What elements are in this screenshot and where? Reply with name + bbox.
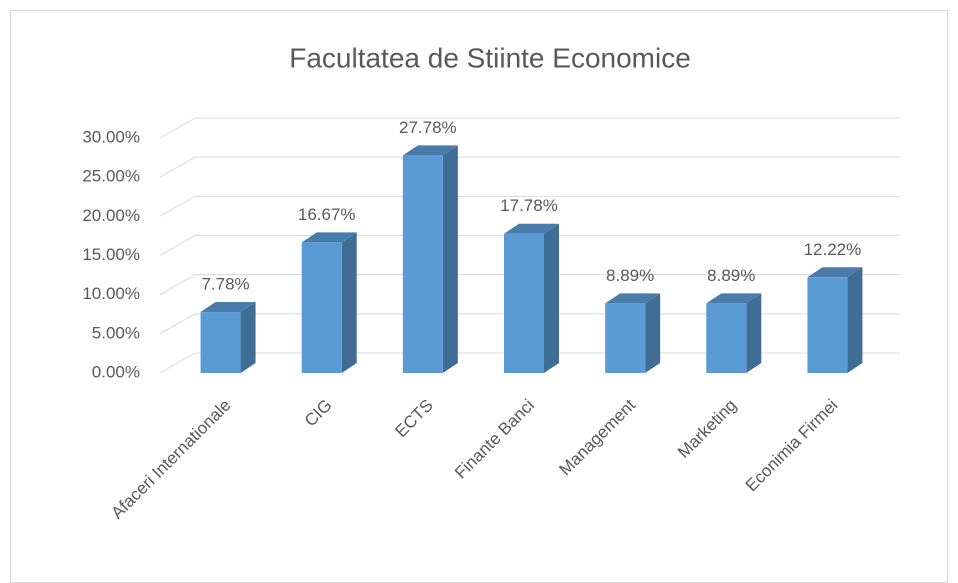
grid-line <box>159 274 900 296</box>
bar-side <box>442 145 458 373</box>
grid-line <box>159 156 900 178</box>
data-label: 27.78% <box>399 118 457 137</box>
bar <box>402 155 443 373</box>
chart-title: Facultatea de Stiinte Economice <box>289 42 691 73</box>
bar-top <box>807 267 863 278</box>
bar <box>200 312 241 373</box>
grid-line <box>159 117 900 139</box>
y-tick-label: 25.00% <box>82 167 140 186</box>
grid-line <box>159 195 900 217</box>
chart-border <box>10 10 948 583</box>
bar <box>605 303 646 373</box>
grid-line <box>159 313 900 335</box>
data-label: 8.89% <box>707 266 755 285</box>
bar-side <box>847 267 863 373</box>
y-tick-label: 15.00% <box>82 245 140 264</box>
y-tick-label: 10.00% <box>82 284 140 303</box>
bar <box>301 242 342 373</box>
y-tick-label: 0.00% <box>92 362 140 381</box>
grid-line <box>159 235 900 256</box>
bar-side <box>645 293 661 373</box>
bar-side <box>341 232 357 373</box>
y-tick-label: 5.00% <box>92 323 140 342</box>
bar <box>504 233 544 373</box>
data-label: 7.78% <box>201 275 249 294</box>
bar-side <box>240 302 256 373</box>
bar-top <box>402 145 458 156</box>
data-label: 16.67% <box>298 205 356 224</box>
bar-top <box>200 302 256 313</box>
bar-top <box>605 293 661 304</box>
bar-side <box>746 293 762 373</box>
bar-side <box>544 223 559 373</box>
data-label: 17.78% <box>500 196 558 215</box>
data-label: 12.22% <box>804 240 862 259</box>
y-tick-label: 30.00% <box>82 127 140 146</box>
y-tick-label: 20.00% <box>82 206 140 225</box>
bar-top <box>706 293 762 304</box>
bar <box>706 303 747 373</box>
data-label: 8.89% <box>606 266 654 285</box>
bar <box>807 277 848 373</box>
bar-top <box>504 223 559 234</box>
bar-top <box>301 232 357 243</box>
grid-line <box>159 352 900 374</box>
